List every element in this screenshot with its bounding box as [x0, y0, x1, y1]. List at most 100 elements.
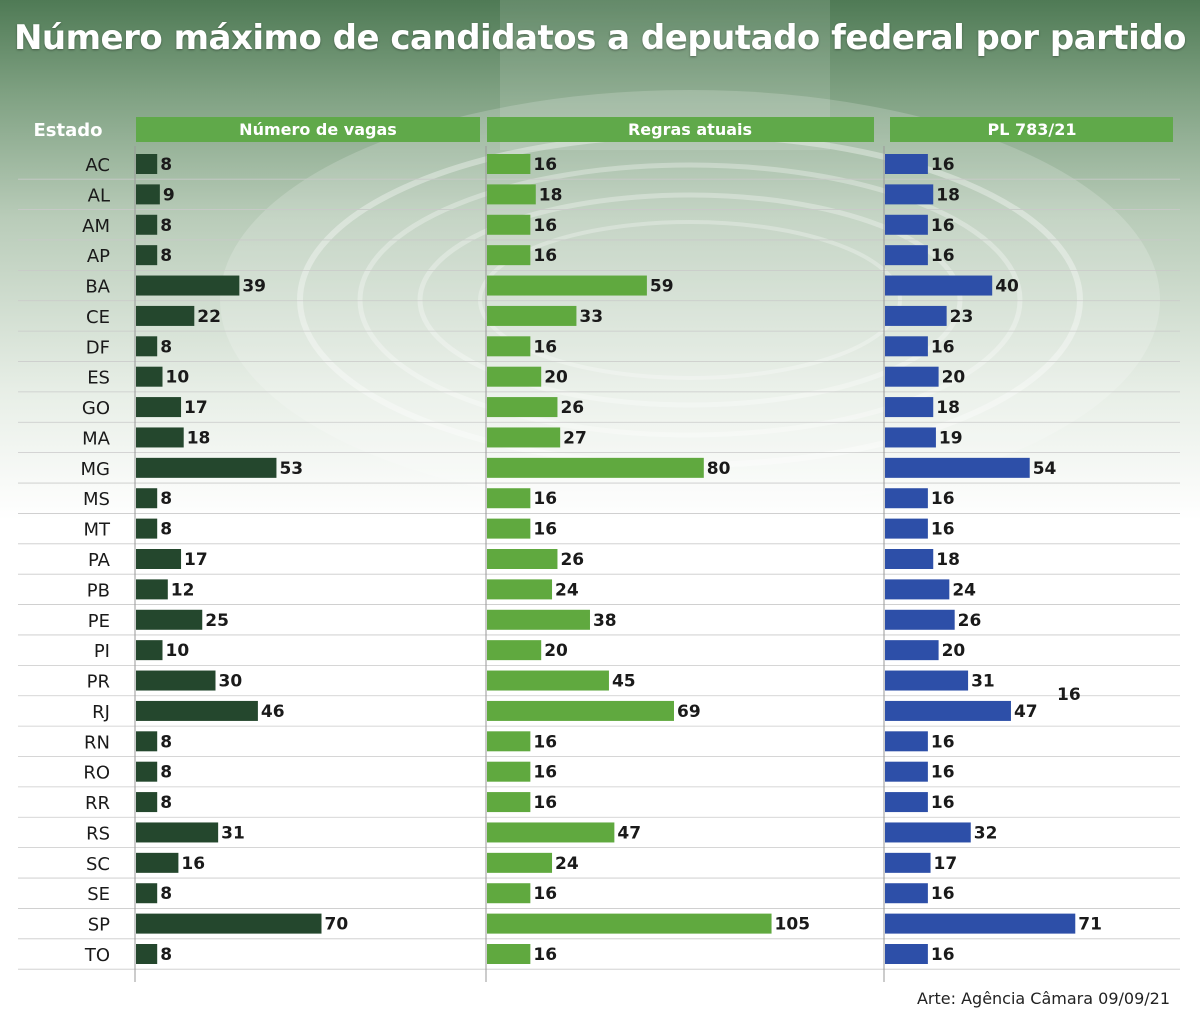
value-label-s2-pi: 20 — [942, 641, 966, 661]
header-estado: Estado — [33, 120, 102, 141]
value-label-s0-ba: 39 — [242, 277, 266, 297]
header-atuais: Regras atuais — [628, 120, 752, 139]
bar-s0-pe — [136, 609, 203, 630]
bar-s0-to — [136, 944, 158, 964]
state-label-ro: RO — [83, 763, 110, 784]
bar-s0-go — [136, 397, 182, 418]
value-label-s2-ce: 23 — [950, 307, 974, 327]
value-label-s0-se: 8 — [160, 884, 172, 904]
bar-s2-sc — [885, 852, 931, 873]
header-vagas: Número de vagas — [239, 120, 397, 139]
value-label-s0-rj: 46 — [261, 702, 285, 722]
value-label-s0-to: 8 — [160, 945, 172, 965]
value-label-s2-pr: 31 — [971, 672, 995, 692]
bar-s1-ma — [487, 427, 561, 448]
bar-s2-mt — [885, 518, 928, 539]
value-label-s0-ms: 8 — [160, 489, 172, 509]
value-label-s1-rn: 16 — [533, 732, 557, 752]
value-label-s2-ms: 16 — [931, 489, 955, 509]
bar-s2-pe — [885, 609, 955, 630]
bar-s2-am — [885, 214, 928, 235]
bar-s1-rn — [487, 731, 531, 752]
value-label-s0-ap: 8 — [160, 246, 172, 266]
value-label-s1-rs: 47 — [617, 823, 641, 843]
state-label-ms: MS — [83, 489, 110, 510]
bar-s2-rn — [885, 731, 928, 752]
state-label-pb: PB — [87, 580, 110, 601]
state-label-pr: PR — [87, 672, 110, 693]
state-label-to: TO — [84, 945, 110, 966]
state-label-go: GO — [82, 398, 110, 419]
bar-s1-pr — [487, 670, 609, 691]
bar-s1-es — [487, 366, 542, 387]
value-label-s1-ma: 27 — [563, 428, 587, 448]
value-label-s0-go: 17 — [184, 398, 208, 418]
value-label-s0-ac: 8 — [160, 155, 172, 175]
value-label-s1-pa: 26 — [560, 550, 584, 570]
chart-title: Número máximo de candidatos a deputado f… — [13, 18, 1187, 58]
value-label-s1-pb: 24 — [555, 580, 579, 600]
value-label-s1-es: 20 — [544, 368, 568, 388]
state-label-ac: AC — [85, 155, 110, 176]
value-label-s2-sp: 71 — [1078, 915, 1102, 935]
state-label-es: ES — [87, 368, 110, 389]
bar-s2-pa — [885, 549, 934, 569]
value-label-s1-ba: 59 — [650, 277, 674, 297]
state-label-pe: PE — [88, 611, 110, 632]
bar-s0-ac — [136, 154, 158, 174]
value-label-s2-ba: 40 — [995, 277, 1019, 297]
value-label-s2-mt: 16 — [931, 520, 955, 540]
bar-s2-pb — [885, 579, 950, 600]
value-label-s1-df: 16 — [533, 337, 557, 357]
value-label-s1-ap: 16 — [533, 246, 557, 266]
bar-s1-pb — [487, 579, 553, 600]
value-label-s1-se: 16 — [533, 884, 557, 904]
value-label-s2-rr: 16 — [931, 793, 955, 813]
state-label-pi: PI — [94, 641, 110, 662]
bar-s1-ac — [487, 154, 531, 174]
value-label-s0-df: 8 — [160, 337, 172, 357]
bar-s1-sp — [487, 913, 772, 934]
bar-s1-pe — [487, 609, 590, 630]
bar-s0-es — [136, 366, 163, 387]
value-label-s1-pi: 20 — [544, 641, 568, 661]
header-pl: PL 783/21 — [988, 120, 1077, 139]
bar-s1-to — [487, 944, 531, 964]
bar-s1-rs — [487, 822, 615, 843]
value-label-s0-sc: 16 — [181, 854, 205, 874]
value-label-s0-pe: 25 — [205, 611, 229, 631]
value-label-s0-mg: 53 — [279, 459, 303, 479]
state-label-rs: RS — [86, 823, 110, 844]
value-label-s2-to: 16 — [931, 945, 955, 965]
bar-s0-se — [136, 883, 158, 904]
bar-s0-pb — [136, 579, 168, 600]
bar-s1-go — [487, 397, 558, 418]
value-label-s1-rj: 69 — [677, 702, 701, 722]
bar-s0-ro — [136, 761, 158, 782]
value-label-s0-ro: 8 — [160, 763, 172, 783]
bar-s1-mg — [487, 457, 704, 478]
bar-s2-rr — [885, 792, 928, 813]
value-label-s1-sp: 105 — [775, 915, 811, 935]
bar-s2-ms — [885, 488, 928, 509]
bar-s0-ap — [136, 245, 158, 266]
bar-s0-ms — [136, 488, 158, 509]
state-label-sc: SC — [86, 854, 110, 875]
bar-s2-al — [885, 184, 934, 205]
bar-s1-rj — [487, 700, 674, 721]
bar-s0-pa — [136, 549, 182, 569]
bar-s1-df — [487, 336, 531, 357]
value-label-s1-pr: 45 — [612, 672, 636, 692]
value-label-s0-pi: 10 — [166, 641, 190, 661]
value-label-s1-mt: 16 — [533, 520, 557, 540]
value-label-s2-al: 18 — [936, 185, 960, 205]
value-label-s2-sc: 17 — [934, 854, 958, 874]
value-label-s0-rn: 8 — [160, 732, 172, 752]
value-label-s1-to: 16 — [533, 945, 557, 965]
value-label-s1-al: 18 — [539, 185, 563, 205]
value-label-s1-go: 26 — [560, 398, 584, 418]
value-label-s1-ms: 16 — [533, 489, 557, 509]
value-label-s2-es: 20 — [942, 368, 966, 388]
bar-s0-df — [136, 336, 158, 357]
